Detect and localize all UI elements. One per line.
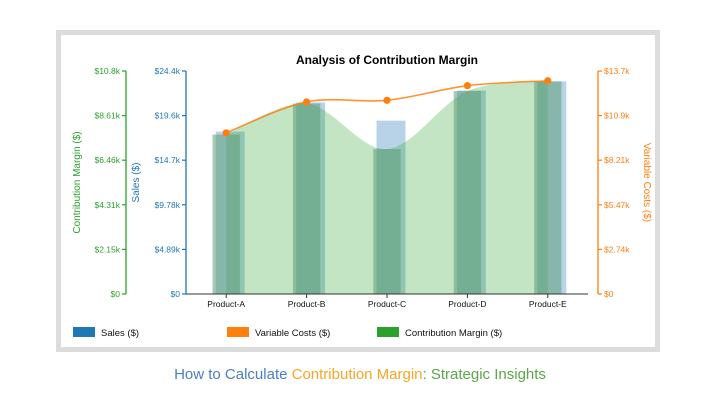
- legend-swatch: [73, 327, 95, 337]
- chart-frame: Analysis of Contribution Margin Product-A…: [56, 30, 660, 352]
- variable-costs-axis-label: Variable Costs ($): [641, 143, 652, 222]
- x-tick-label: Product-A: [207, 299, 245, 309]
- sales-tick-label: $0: [171, 289, 181, 299]
- chart-title: Analysis of Contribution Margin: [296, 53, 478, 67]
- caption-part-1: How to Calculate: [174, 366, 292, 383]
- legend-label: Variable Costs ($): [255, 328, 330, 339]
- sales-tick-label: $24.4k: [154, 66, 180, 76]
- legend-label: Sales ($): [101, 328, 139, 339]
- caption-part-3: : Strategic Insights: [422, 366, 546, 383]
- margin-bar-overlay: [373, 149, 401, 294]
- contribution-margin-axis-label: Contribution Margin ($): [72, 131, 83, 233]
- caption-part-2: Contribution Margin: [291, 366, 423, 383]
- x-tick-label: Product-B: [288, 299, 326, 309]
- sales-axis-label: Sales ($): [131, 162, 142, 202]
- variable-costs-point: [544, 77, 552, 85]
- variable-costs-tick-label: $10.9k: [604, 111, 630, 121]
- sales-tick-label: $14.7k: [154, 155, 180, 165]
- contribution-margin-tick-label: $6.46k: [94, 155, 120, 165]
- sales-tick-label: $19.6k: [154, 111, 180, 121]
- contribution-margin-tick-label: $8.61k: [94, 111, 120, 121]
- margin-bar-overlay: [453, 91, 482, 294]
- variable-costs-point: [303, 98, 311, 106]
- variable-costs-point: [383, 96, 391, 104]
- contribution-margin-tick-label: $10.8k: [94, 66, 120, 76]
- margin-bar-overlay: [534, 81, 562, 295]
- variable-costs-tick-label: $8.21k: [604, 155, 630, 165]
- sales-tick-label: $4.89k: [154, 244, 180, 254]
- contribution-margin-tick-label: $2.15k: [94, 244, 120, 254]
- contribution-margin-tick-label: $0: [111, 289, 121, 299]
- x-tick-label: Product-C: [368, 299, 406, 309]
- x-tick-label: Product-E: [529, 299, 567, 309]
- sales-tick-label: $9.78k: [154, 200, 180, 210]
- legend-swatch: [377, 327, 399, 337]
- variable-costs-tick-label: $2.74k: [604, 244, 630, 254]
- variable-costs-point: [222, 129, 230, 137]
- contribution-margin-tick-label: $4.31k: [94, 200, 120, 210]
- legend-label: Contribution Margin ($): [405, 328, 502, 339]
- margin-bar-overlay: [212, 134, 240, 294]
- chart: Analysis of Contribution Margin Product-A…: [72, 53, 652, 339]
- x-tick-label: Product-D: [448, 299, 486, 309]
- variable-costs-tick-label: $13.7k: [604, 66, 630, 76]
- variable-costs-tick-label: $5.47k: [604, 200, 630, 210]
- variable-costs-point: [463, 82, 471, 90]
- variable-costs-tick-label: $0: [604, 289, 614, 299]
- legend-swatch: [227, 327, 249, 337]
- margin-bar-overlay: [292, 103, 321, 294]
- caption: How to Calculate Contribution Margin: St…: [0, 366, 720, 383]
